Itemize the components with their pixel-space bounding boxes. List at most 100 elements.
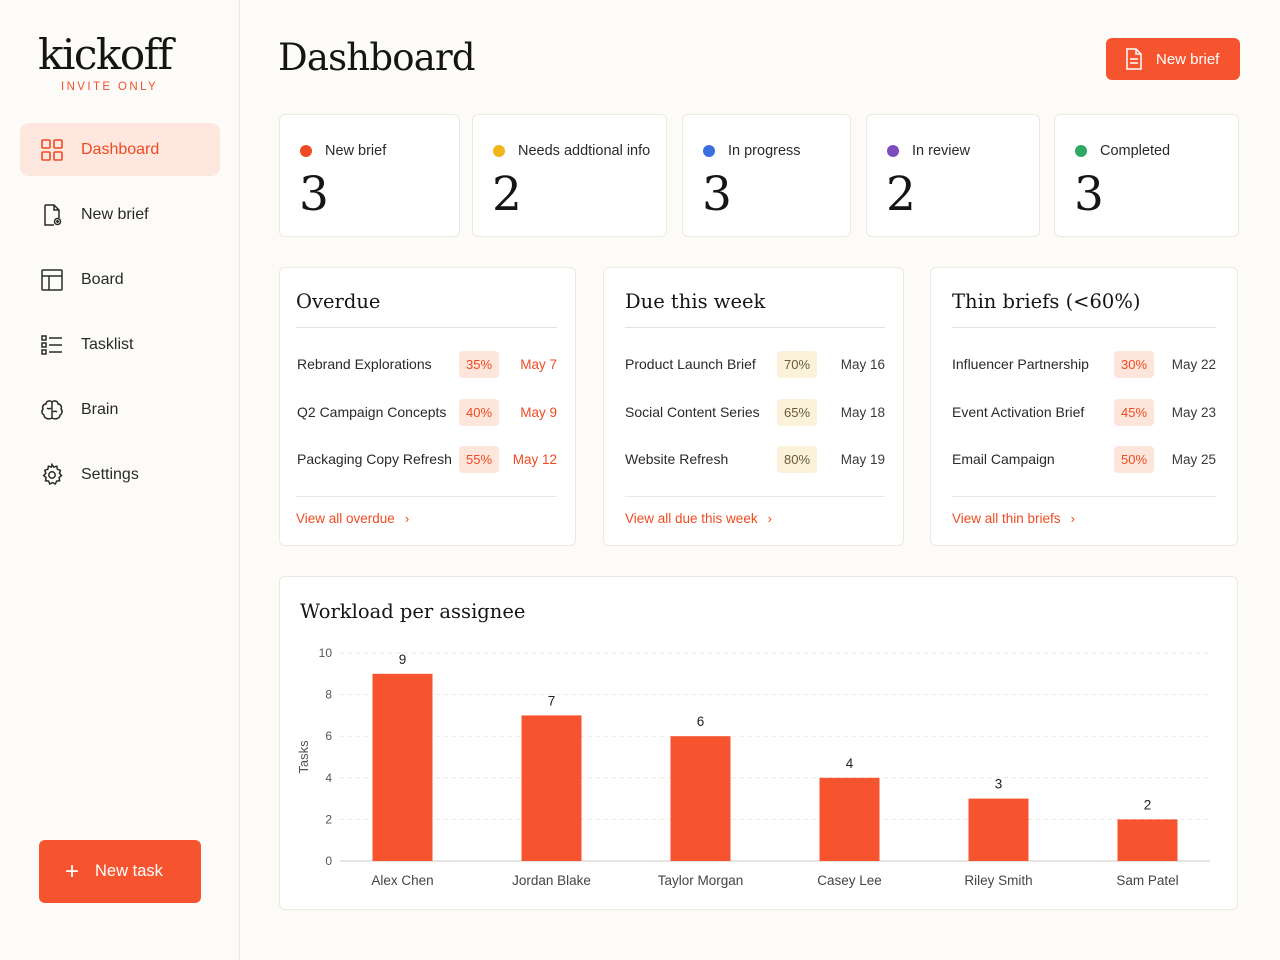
brief-name: Influencer Partnership — [952, 356, 1089, 372]
x-tick-label: Casey Lee — [817, 873, 882, 888]
stat-card-in-review[interactable]: In review 2 — [866, 114, 1040, 237]
chevron-right-icon: › — [767, 511, 772, 526]
bar — [521, 715, 582, 861]
board-icon — [40, 268, 64, 292]
brief-name: Event Activation Brief — [952, 404, 1085, 420]
completion-badge: 80% — [777, 445, 817, 473]
bar-value-label: 9 — [399, 652, 407, 667]
brief-name: Email Campaign — [952, 451, 1055, 467]
list-item[interactable]: Influencer Partnership 30% May 22 — [952, 350, 1216, 378]
list-item[interactable]: Email Campaign 50% May 25 — [952, 445, 1216, 473]
y-tick-label: 2 — [325, 812, 332, 826]
workload-chart-card: Workload per assignee 0 2 4 6 8 10 Tasks 9 Alex … — [279, 576, 1238, 910]
bar — [670, 736, 731, 861]
stat-card-new-brief[interactable]: New brief 3 — [279, 114, 460, 237]
sidebar-item-dashboard[interactable]: Dashboard — [20, 123, 220, 176]
completion-badge: 70% — [777, 350, 817, 378]
due-date: May 9 — [520, 404, 557, 420]
stat-card-completed[interactable]: Completed 3 — [1054, 114, 1239, 237]
view-all-thin-briefs-link[interactable]: View all thin briefs › — [952, 511, 1075, 526]
y-axis-label: Tasks — [296, 740, 311, 774]
stat-label: New brief — [325, 143, 387, 159]
sidebar: kickoff INVITE ONLY Dashboard New brief — [0, 0, 240, 960]
due-date: May 19 — [840, 451, 885, 467]
sidebar-item-tasklist[interactable]: Tasklist — [20, 318, 220, 371]
link-label: View all due this week — [625, 511, 758, 526]
new-task-button[interactable]: + New task — [39, 840, 201, 903]
list-item[interactable]: Social Content Series 65% May 18 — [625, 398, 885, 426]
stat-label: In progress — [728, 143, 801, 159]
sidebar-item-brain[interactable]: Brain — [20, 383, 220, 436]
y-tick-label: 4 — [325, 771, 332, 785]
brief-name: Q2 Campaign Concepts — [297, 404, 447, 420]
new-task-label: New task — [95, 862, 163, 880]
brief-name: Social Content Series — [625, 404, 760, 420]
brand-tagline: INVITE ONLY — [61, 81, 159, 93]
bar — [372, 673, 433, 861]
stat-value: 3 — [299, 167, 329, 222]
new-brief-button[interactable]: New brief — [1106, 38, 1240, 80]
list-item[interactable]: Event Activation Brief 45% May 23 — [952, 398, 1216, 426]
bar-value-label: 6 — [697, 714, 705, 729]
completion-badge: 40% — [459, 398, 499, 426]
status-dot — [887, 145, 899, 157]
sidebar-item-board[interactable]: Board — [20, 253, 220, 306]
brand-logo[interactable]: kickoff — [38, 30, 173, 79]
view-all-overdue-link[interactable]: View all overdue › — [296, 511, 409, 526]
list-item[interactable]: Rebrand Explorations 35% May 7 — [297, 350, 557, 378]
due-date: May 23 — [1171, 404, 1216, 420]
link-label: View all overdue — [296, 511, 395, 526]
x-tick-label: Alex Chen — [371, 873, 433, 888]
y-tick-label: 6 — [325, 729, 332, 743]
card-title: Due this week — [625, 290, 766, 313]
bar — [819, 777, 880, 861]
sidebar-item-new-brief[interactable]: New brief — [20, 188, 220, 241]
chevron-right-icon: › — [404, 511, 410, 526]
bar — [1117, 819, 1178, 861]
link-label: View all thin briefs — [952, 511, 1061, 526]
status-dot — [1075, 145, 1087, 157]
x-tick-label: Taylor Morgan — [658, 873, 744, 888]
card-title: Thin briefs (<60%) — [952, 290, 1141, 313]
divider — [625, 496, 885, 497]
x-tick-label: Jordan Blake — [512, 873, 591, 888]
status-dot — [493, 145, 505, 157]
completion-badge: 35% — [459, 350, 499, 378]
sidebar-item-settings[interactable]: Settings — [20, 448, 220, 501]
completion-badge: 30% — [1114, 350, 1154, 378]
sidebar-item-label: Brain — [81, 400, 119, 418]
brief-name: Website Refresh — [625, 451, 729, 467]
divider — [296, 327, 557, 328]
bar-value-label: 2 — [1144, 797, 1152, 812]
y-tick-label: 0 — [325, 854, 332, 868]
due-date: May 16 — [840, 356, 885, 372]
chart-title: Workload per assignee — [300, 600, 526, 623]
list-item[interactable]: Website Refresh 80% May 19 — [625, 445, 885, 473]
stat-value: 2 — [492, 167, 522, 222]
status-dot — [703, 145, 715, 157]
bar-value-label: 4 — [846, 756, 854, 771]
sidebar-item-label: Tasklist — [81, 335, 134, 353]
overdue-card: Overdue Rebrand Explorations 35% May 7 Q… — [279, 267, 576, 546]
list-item[interactable]: Packaging Copy Refresh 55% May 12 — [297, 445, 557, 473]
view-all-due-this-week-link[interactable]: View all due this week › — [625, 511, 772, 526]
list-icon — [40, 333, 64, 357]
page-title: Dashboard — [278, 36, 476, 79]
sidebar-item-label: Board — [81, 270, 124, 288]
completion-badge: 65% — [777, 398, 817, 426]
plus-icon: + — [65, 857, 80, 885]
completion-badge: 50% — [1114, 445, 1154, 473]
brief-name: Product Launch Brief — [625, 356, 756, 372]
stat-card-needs-info[interactable]: Needs addtional info 2 — [472, 114, 667, 237]
due-date: May 12 — [512, 451, 557, 467]
brief-name: Packaging Copy Refresh — [297, 451, 452, 467]
stat-card-in-progress[interactable]: In progress 3 — [682, 114, 851, 237]
list-item[interactable]: Q2 Campaign Concepts 40% May 9 — [297, 398, 557, 426]
due-date: May 22 — [1171, 356, 1216, 372]
due-date: May 7 — [520, 356, 557, 372]
x-tick-label: Sam Patel — [1116, 873, 1178, 888]
divider — [952, 496, 1216, 497]
sidebar-item-label: New brief — [81, 205, 149, 223]
brain-icon — [40, 398, 64, 422]
list-item[interactable]: Product Launch Brief 70% May 16 — [625, 350, 885, 378]
